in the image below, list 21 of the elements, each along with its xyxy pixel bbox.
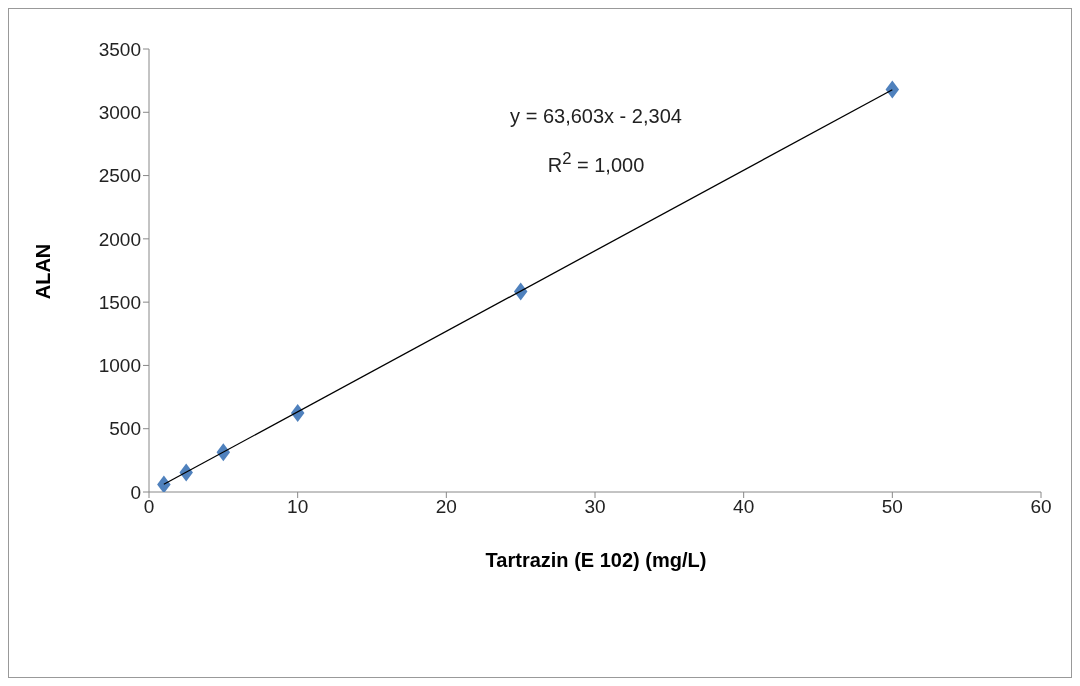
y-tick-label: 0 [130,481,141,503]
x-tick-label: 50 [881,496,903,518]
point [885,80,900,99]
annotation: y = 63,603x - 2,304 [509,104,683,128]
x-tick-label: 60 [1030,496,1052,518]
y-tick-label: 3000 [98,102,141,124]
y-tick-label: 3500 [98,38,141,60]
y-axis-title: ALAN [32,243,56,300]
x-tick-label: 0 [143,496,155,518]
x-tick-label: 10 [287,496,309,518]
x-tick-label: 20 [435,496,457,518]
y-tick-label: 1000 [98,355,141,377]
y-tick-label: 1500 [98,291,141,313]
y-tick-label: 500 [109,418,141,440]
x-tick-label: 40 [733,496,755,518]
x-axis-title: Tartrazin (E 102) (mg/L) [484,549,708,572]
y-tick-label: 2500 [98,165,141,187]
annotation: R$^{2}$ = 1,000 [546,149,646,178]
y-tick-label: 2000 [98,228,141,250]
x-tick-label: 30 [584,496,606,518]
point [157,475,171,492]
